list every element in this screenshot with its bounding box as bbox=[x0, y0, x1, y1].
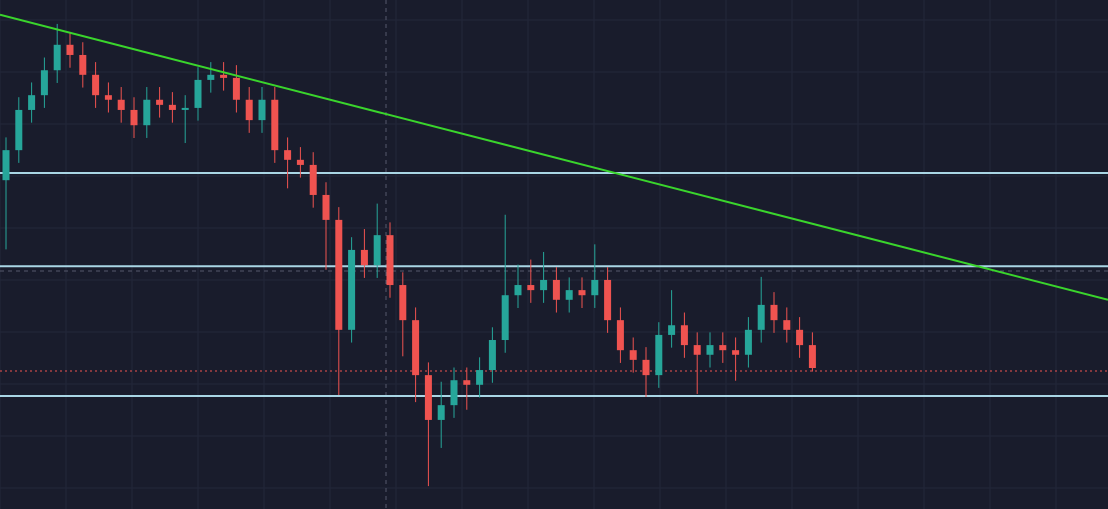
candle-body bbox=[258, 99, 266, 121]
candle-body bbox=[527, 285, 535, 291]
candle-body bbox=[28, 95, 36, 110]
candle-body bbox=[143, 99, 151, 126]
candle-body bbox=[501, 295, 509, 341]
candle-body bbox=[693, 345, 701, 355]
candle-body bbox=[642, 359, 650, 376]
candle-body bbox=[232, 77, 240, 100]
candle-body bbox=[719, 345, 727, 351]
candle-body bbox=[104, 95, 112, 100]
candle-body bbox=[335, 219, 343, 330]
candle-body bbox=[476, 370, 484, 385]
candle-body bbox=[92, 74, 100, 96]
candle-body bbox=[245, 99, 253, 121]
candle-body bbox=[604, 279, 612, 321]
candle-body bbox=[552, 279, 560, 300]
candle-body bbox=[284, 150, 292, 160]
candle-body bbox=[156, 99, 164, 105]
candle-body bbox=[488, 340, 496, 371]
candle-body bbox=[117, 99, 125, 110]
candle-body bbox=[181, 107, 189, 110]
candle-body bbox=[309, 164, 317, 195]
candle-body bbox=[168, 104, 176, 110]
candle-body bbox=[130, 109, 138, 126]
candle-body bbox=[565, 290, 573, 300]
candle-body bbox=[680, 325, 688, 346]
candle-body bbox=[514, 285, 522, 296]
candle-body bbox=[591, 279, 599, 296]
candle-body bbox=[706, 345, 714, 355]
candle-body bbox=[386, 235, 394, 286]
candle-body bbox=[296, 159, 304, 165]
candle-body bbox=[744, 329, 752, 355]
candle-body bbox=[207, 74, 215, 80]
candle-body bbox=[53, 44, 61, 71]
candle-body bbox=[463, 380, 471, 385]
candle-body bbox=[629, 350, 637, 360]
candle-body bbox=[808, 345, 816, 369]
candle-body bbox=[412, 320, 420, 376]
candle-body bbox=[220, 74, 228, 78]
candle-body bbox=[348, 249, 356, 330]
candle-body bbox=[271, 99, 279, 151]
candle-body bbox=[15, 109, 23, 151]
candle-body bbox=[40, 70, 48, 96]
candle-body bbox=[616, 320, 624, 351]
candle-body bbox=[783, 320, 791, 330]
trendline bbox=[0, 13, 1108, 301]
candle-body bbox=[450, 380, 458, 406]
candle-body bbox=[796, 329, 804, 346]
candle-body bbox=[770, 304, 778, 321]
candle-body bbox=[540, 279, 548, 291]
candle-body bbox=[732, 350, 740, 355]
candle-body bbox=[360, 249, 368, 266]
candle-body bbox=[655, 334, 663, 376]
candle-body bbox=[373, 235, 381, 266]
candle-body bbox=[668, 325, 676, 335]
candle-body bbox=[424, 375, 432, 420]
candle-body bbox=[437, 405, 445, 420]
candle-body bbox=[757, 304, 765, 330]
candle-body bbox=[2, 150, 10, 181]
candle-body bbox=[322, 194, 330, 220]
candle-body bbox=[79, 54, 87, 75]
candle-body bbox=[578, 290, 586, 296]
candle-body bbox=[194, 79, 202, 108]
candle-body bbox=[66, 44, 74, 55]
candle-body bbox=[399, 285, 407, 321]
